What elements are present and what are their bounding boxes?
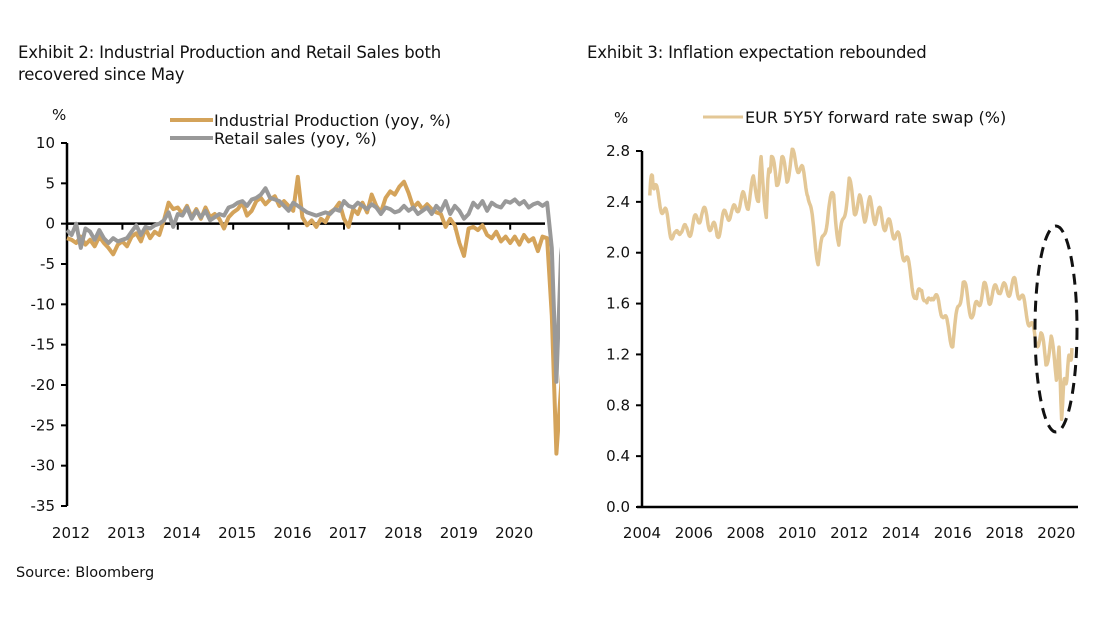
series-line-industrial-production: [66, 174, 560, 456]
x-tick-label: 2010: [778, 524, 816, 542]
highlight-ellipse: [1033, 224, 1079, 434]
x-tick-label: 2020: [1037, 524, 1075, 542]
x-tick-label: 2013: [107, 524, 145, 542]
x-tick-label: 2012: [830, 524, 868, 542]
y-tick-label: 1.6: [606, 295, 630, 313]
x-tick-label: 2018: [986, 524, 1024, 542]
chart-eur-5y5y: % EUR 5Y5Y forward rate swap (%) 2.8 2.4 2…: [606, 108, 1079, 542]
x-tick-label: 2018: [384, 524, 422, 542]
x-tick-label: 2016: [274, 524, 312, 542]
y-tick-label: 0.0: [606, 498, 630, 516]
x-tick-label: 2006: [675, 524, 713, 542]
y-tick-label: -15: [31, 336, 56, 354]
y-tick-label: 2.8: [606, 142, 630, 160]
y-tick-label: 2.4: [606, 193, 630, 211]
x-tick-label: 2019: [440, 524, 478, 542]
x-tick-label: 2012: [52, 524, 90, 542]
y-axis-label: %: [52, 106, 66, 124]
y-tick-label: 5: [45, 174, 55, 192]
x-tick-label: 2016: [934, 524, 972, 542]
chart-title-exhibit-2: Exhibit 2: Industrial Production and Ret…: [18, 43, 441, 84]
y-tick-label: -25: [31, 416, 56, 434]
x-tick-label: 2014: [163, 524, 201, 542]
legend-label-industrial-production: Industrial Production (yoy, %): [214, 111, 451, 130]
x-tick-label: 2008: [727, 524, 765, 542]
series-line-eur-5y5y: [648, 147, 1074, 422]
y-tick-label: 1.2: [606, 345, 630, 363]
y-tick-label: 0.4: [606, 447, 630, 465]
y-tick-label: 10: [36, 134, 55, 152]
y-tick-label: 0.8: [606, 396, 630, 414]
x-tick-label: 2004: [623, 524, 661, 542]
legend: EUR 5Y5Y forward rate swap (%): [703, 108, 1006, 127]
x-tick-label: 2014: [882, 524, 920, 542]
y-tick-label: -20: [31, 376, 56, 394]
y-tick-label: -5: [40, 255, 55, 273]
source-note: Source: Bloomberg: [16, 565, 155, 581]
legend-label-retail-sales: Retail sales (yoy, %): [214, 129, 377, 148]
x-tick-label: 2017: [329, 524, 367, 542]
x-tick-label: 2020: [495, 524, 533, 542]
y-tick-label: -35: [31, 497, 56, 515]
chart-industrial-retail: % Industrial Production (yoy, %) Retail …: [31, 106, 560, 542]
y-tick-label: 0: [45, 215, 55, 233]
y-axis-label: %: [614, 109, 628, 127]
legend-label-eur-5y5y: EUR 5Y5Y forward rate swap (%): [745, 108, 1006, 127]
y-tick-label: 2.0: [606, 244, 630, 262]
y-tick-label: -10: [31, 295, 56, 313]
y-tick-label: -30: [31, 457, 56, 475]
legend: Industrial Production (yoy, %) Retail sa…: [170, 111, 451, 148]
series-line-retail-sales: [65, 186, 560, 384]
x-tick-label: 2015: [218, 524, 256, 542]
chart-title-exhibit-3: Exhibit 3: Inflation expectation rebound…: [587, 43, 927, 62]
